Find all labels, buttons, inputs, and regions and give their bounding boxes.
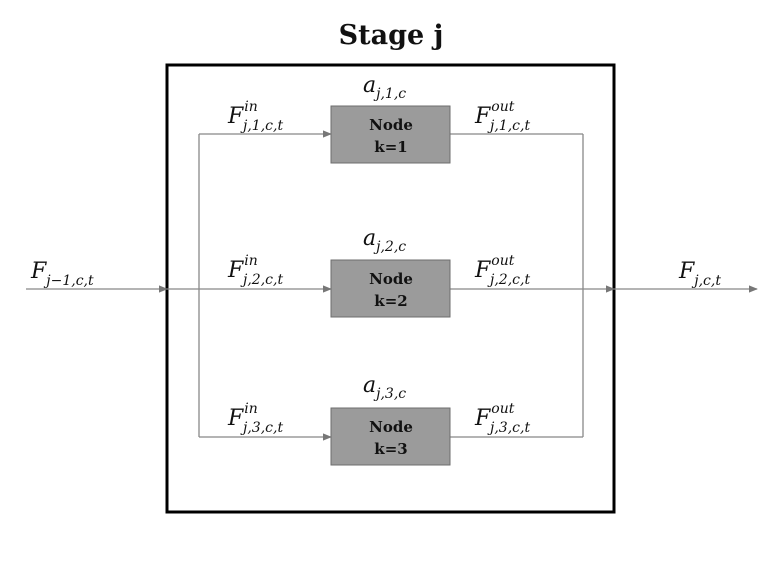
node-1-flow-out: Fout j,1,c,t [474,99,530,134]
node-2: Node k=2 aj,2,c Fin j,2,c,t Fout j,2,c,t [199,226,583,318]
node-1-box [330,105,451,164]
node-1-label: Node [369,116,413,134]
node-3-flow-in: Fin j,3,c,t [227,401,283,436]
node-3-label: Node [369,418,413,436]
node-1-activity: aj,1,c [363,73,406,102]
node-1-flow-in: Fin j,1,c,t [227,99,283,134]
node-1-index: k=1 [374,138,407,156]
input-flow-label: Fj−1,c,t [30,259,94,289]
node-3: Node k=3 aj,3,c Fin j,3,c,t Fout j,3,c,t [199,373,583,466]
node-3-flow-out: Fout j,3,c,t [474,401,530,436]
node-3-box [330,407,451,466]
node-1: Node k=1 aj,1,c Fin j,1,c,t Fout j,1,c,t [199,73,583,164]
node-2-index: k=2 [374,292,407,310]
node-3-activity: aj,3,c [363,373,406,402]
node-2-flow-out: Fout j,2,c,t [474,253,530,288]
node-2-activity: aj,2,c [363,226,406,255]
node-3-index: k=3 [374,440,407,458]
node-2-flow-in: Fin j,2,c,t [227,253,283,288]
stage-title: Stage j [339,20,444,51]
output-flow-label: Fj,c,t [678,259,721,289]
node-2-box [330,259,451,318]
node-2-label: Node [369,270,413,288]
